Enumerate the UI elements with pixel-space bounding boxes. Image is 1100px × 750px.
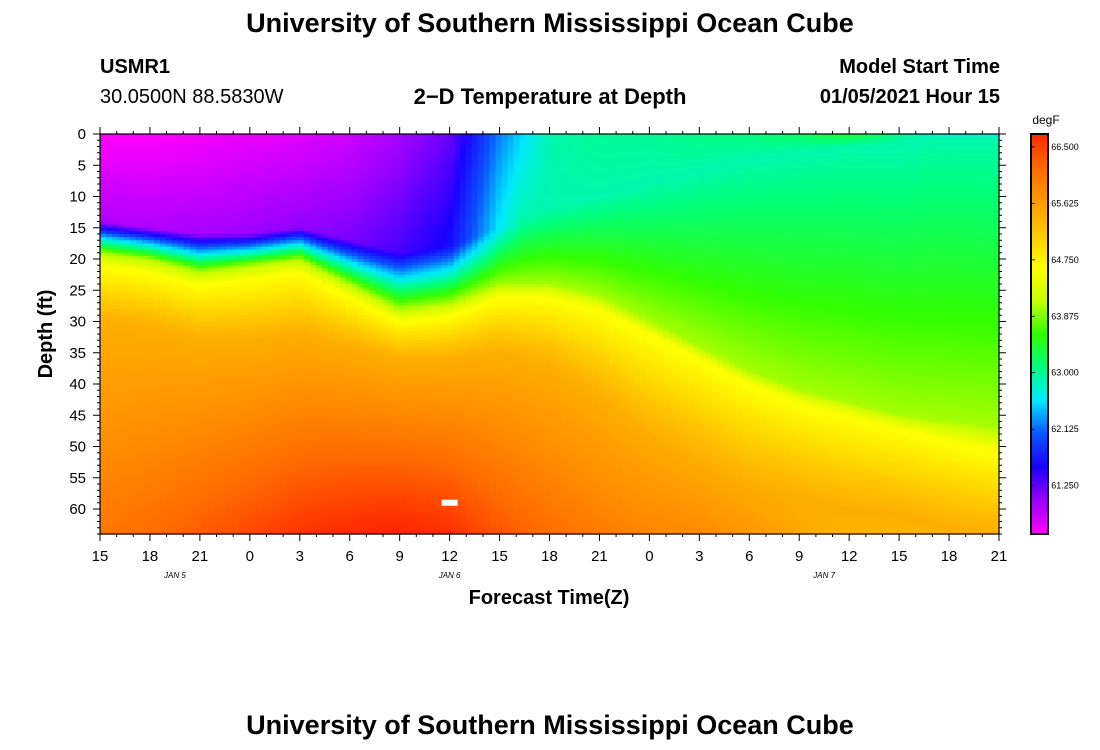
temperature-depth-chart: 15 18 21 0 3 6 9 12 15 18 21 0 3 6 9 12 15 18 21JAN 5 JAN 6… (0, 0, 1100, 750)
heatmap-field (100, 134, 1000, 535)
